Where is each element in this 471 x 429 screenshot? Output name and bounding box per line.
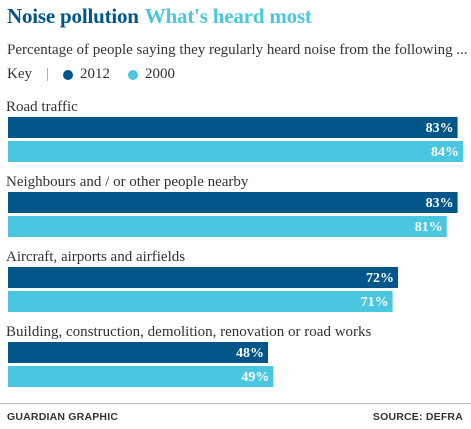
bar-2000 bbox=[8, 366, 274, 387]
legend-separator: | bbox=[46, 66, 50, 82]
footer-divider bbox=[0, 403, 471, 404]
data-label-2012: 72% bbox=[366, 271, 394, 286]
legend-item-2000: 2000 bbox=[128, 66, 175, 83]
title-highlight: What's heard most bbox=[144, 4, 312, 28]
category-label: Building, construction, demolition, reno… bbox=[6, 324, 372, 340]
bar-2012 bbox=[8, 267, 398, 288]
bar-2000 bbox=[8, 216, 447, 237]
legend-swatch-2012 bbox=[63, 69, 74, 80]
bar-2012 bbox=[8, 192, 458, 213]
chart-subtitle: Percentage of people saying they regular… bbox=[7, 42, 468, 58]
data-label-2000: 84% bbox=[431, 145, 459, 160]
legend: Key | 2012 2000 bbox=[7, 66, 193, 83]
legend-label-2012: 2012 bbox=[80, 66, 111, 82]
data-label-2012: 48% bbox=[236, 346, 264, 361]
category-label: Road traffic bbox=[6, 99, 78, 115]
legend-label: Key bbox=[7, 66, 32, 82]
legend-item-2012: 2012 bbox=[63, 66, 110, 83]
footer-credit: GUARDIAN GRAPHIC bbox=[7, 411, 119, 423]
data-label-2000: 49% bbox=[241, 370, 269, 385]
bar-chart: Road traffic 83% 84% Neighbours and / or ot… bbox=[6, 99, 463, 387]
category-label: Neighbours and / or other people nearby bbox=[6, 174, 249, 190]
legend-label-2000: 2000 bbox=[145, 66, 176, 82]
category-label: Aircraft, airports and airfields bbox=[6, 249, 185, 265]
bar-2000 bbox=[8, 291, 393, 312]
legend-swatch-2000 bbox=[128, 69, 139, 80]
bar-2012 bbox=[8, 117, 458, 138]
data-label-2000: 81% bbox=[415, 220, 443, 235]
chart-title: Noise pollution What's heard most bbox=[7, 4, 312, 29]
data-label-2012: 83% bbox=[426, 121, 454, 136]
bar-2000 bbox=[8, 141, 463, 162]
bar-2012 bbox=[8, 342, 268, 363]
data-label-2012: 83% bbox=[426, 196, 454, 211]
title-main: Noise pollution bbox=[7, 4, 139, 28]
footer-source: SOURCE: DEFRA bbox=[372, 411, 463, 423]
data-label-2000: 71% bbox=[361, 295, 389, 310]
